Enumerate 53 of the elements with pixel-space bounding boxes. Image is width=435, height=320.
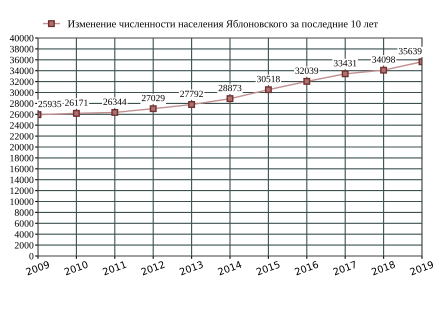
x-tick-label: 2019	[409, 260, 434, 276]
y-tick-label: 34000	[10, 68, 34, 74]
legend-label: Изменение численности населения Яблоновского за последние 10 лет	[68, 20, 378, 30]
y-tick-label: 26000	[10, 111, 34, 118]
point	[264, 86, 272, 94]
y-tick-label: 40000	[10, 34, 34, 42]
point	[226, 95, 234, 102]
y-tick-label: 4000	[14, 231, 34, 238]
data-label: 28873	[218, 84, 242, 92]
point	[188, 101, 196, 108]
y-tick-label: 2000	[14, 242, 34, 249]
y-tick-label: 20000	[10, 144, 34, 150]
x-tick-label: 2009	[25, 260, 50, 276]
y-tick-label: 22000	[10, 133, 34, 140]
x-tick-label: 2016	[294, 260, 319, 276]
y-tick-label: 30000	[10, 89, 34, 96]
x-tick-label: 2013	[179, 260, 204, 276]
data-label: 26344	[103, 98, 126, 105]
x-tick-label: 2017	[332, 260, 358, 276]
y-tick-label: 8000	[14, 209, 34, 216]
point	[72, 110, 80, 117]
data-label: 33431	[334, 60, 356, 66]
y-tick-label: 38000	[10, 46, 34, 52]
data-label: 34098	[372, 56, 396, 63]
point	[150, 105, 157, 112]
y-tick-label: 16000	[10, 166, 34, 172]
y-tick-label: 6000	[14, 220, 34, 227]
y-tick-label: 14000	[10, 176, 34, 184]
y-tick-label: 32000	[10, 78, 34, 86]
data-label: 30518	[257, 76, 280, 82]
y-tick-label: 10000	[10, 198, 34, 205]
y-tick-label: 12000	[10, 188, 34, 194]
data-label: 26171	[65, 100, 88, 106]
x-tick-label: 2012	[140, 260, 165, 276]
y-tick-label: 36000	[10, 56, 34, 64]
y-tick-label: 24000	[10, 122, 34, 129]
x-tick-label: 2018	[371, 260, 396, 276]
data-label: 27792	[180, 90, 203, 98]
point	[342, 70, 349, 78]
x-tick-label: 2010	[64, 260, 88, 276]
x-tick-label: 2014	[217, 260, 242, 276]
x-tick-label: 2011	[102, 260, 127, 276]
y-tick-label: 18000	[10, 154, 34, 162]
point	[380, 66, 388, 74]
point	[111, 108, 118, 116]
y-tick-label: 0	[29, 252, 34, 260]
data-label: 25935	[38, 100, 62, 108]
data-label: 27029	[142, 94, 165, 102]
x-tick-label: 2015	[256, 260, 280, 276]
point	[303, 78, 310, 85]
y-tick-label: 28000	[10, 100, 34, 107]
data-label: 32039	[295, 68, 318, 74]
data-label: 35639	[398, 48, 422, 54]
